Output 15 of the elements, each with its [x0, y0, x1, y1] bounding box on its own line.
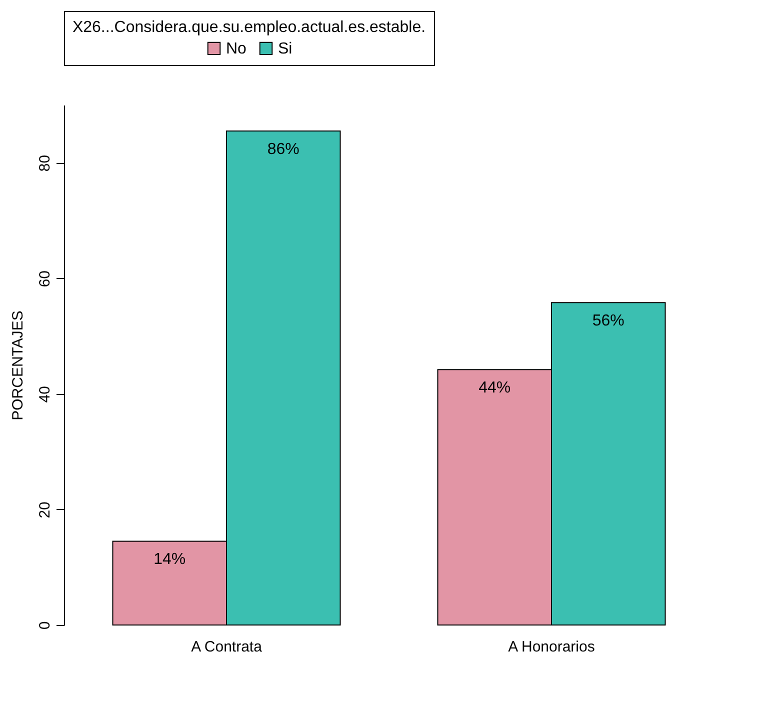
x-tick-label: A Honorarios	[508, 638, 595, 656]
legend-title: X26...Considera.que.su.empleo.actual.es.estable.	[72, 19, 426, 36]
y-tick-label: 80	[36, 154, 54, 172]
y-tick-label: 40	[36, 386, 54, 403]
data-label: 44%	[478, 380, 511, 397]
x-tick-label: A Contrata	[191, 638, 263, 656]
y-axis-title: PORCENTAJES	[10, 310, 26, 420]
y-tick-label: 60	[36, 270, 54, 288]
legend-label: Si	[278, 40, 292, 58]
legend-label: No	[226, 40, 247, 58]
y-tick-label: 0	[36, 621, 54, 630]
data-label: 14%	[154, 551, 186, 568]
y-tick-label: 20	[36, 502, 54, 518]
data-label: 56%	[592, 312, 624, 330]
data-label: 86%	[267, 141, 300, 158]
